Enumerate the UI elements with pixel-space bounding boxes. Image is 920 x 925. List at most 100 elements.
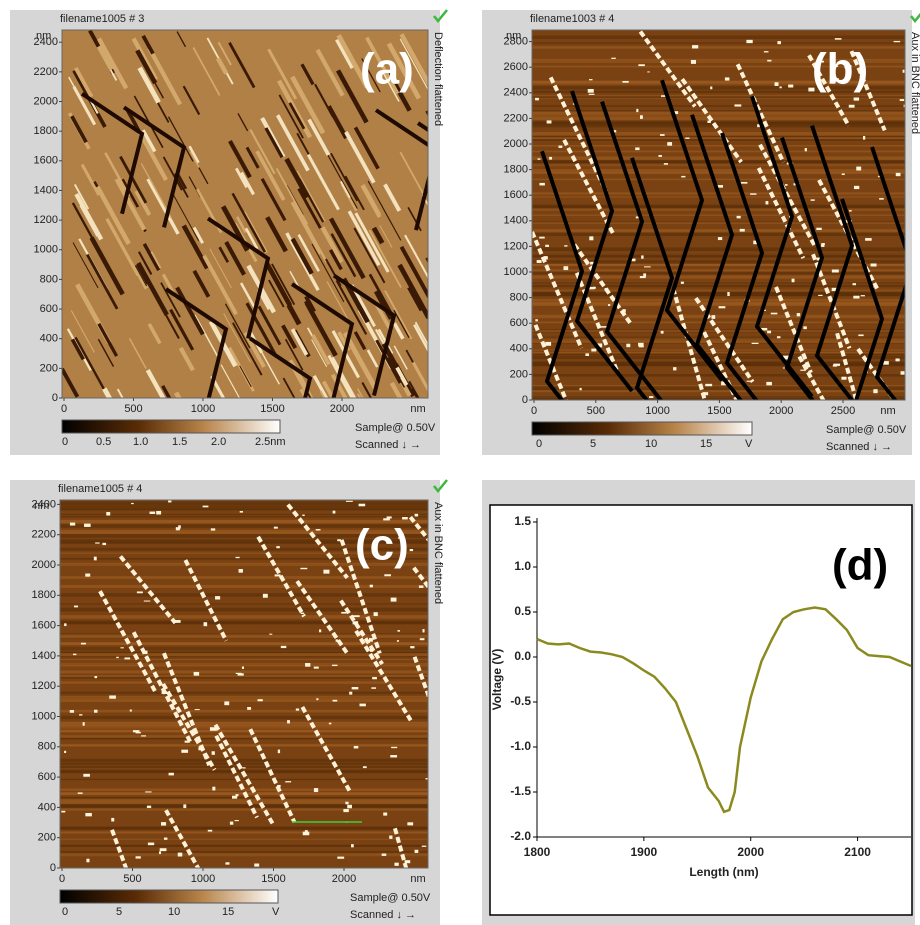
x-tick-label: 0 [61,403,67,415]
speck [545,342,551,346]
speck [800,370,806,371]
speck [405,860,411,863]
speck [301,613,305,614]
streak [60,763,428,765]
y-tick-label: 600 [40,303,58,315]
speck [85,574,90,577]
speck [161,822,166,826]
speck [239,569,243,573]
speck [194,672,199,676]
speck [419,585,423,587]
y-tick-label: 2400 [32,498,56,510]
streak [60,851,428,853]
x-tick-label: 1500 [260,403,284,415]
speck [236,557,240,558]
speck [159,851,161,854]
speck [83,722,85,726]
speck [685,137,689,138]
speck [647,71,649,72]
speck [78,792,83,793]
panel-label: (b) [812,45,868,94]
speck [601,326,607,328]
streak [532,352,905,353]
colorbar-label: 10 [645,438,657,450]
streak [60,845,428,847]
speck [281,646,286,648]
streak [532,36,905,39]
speck [816,228,821,230]
speck [258,699,263,701]
speck [746,40,752,43]
speck [371,687,376,689]
speck [673,367,676,370]
speck [585,353,589,356]
speck [120,647,123,648]
speck [803,326,806,329]
speck [545,256,548,259]
speck [85,813,91,816]
speck [370,649,373,652]
speck [681,282,684,284]
speck [346,501,353,502]
y-tick-label: 2800 [504,36,528,48]
streak [60,722,428,723]
speck [789,199,791,200]
speck [181,750,188,753]
speck [707,121,710,123]
panel-label: (a) [360,45,414,94]
speck [198,747,203,750]
x-tick-label: 500 [123,873,141,885]
speck [539,183,544,186]
y-tick-label: 0 [50,862,56,874]
speck [130,710,132,712]
speck [777,41,781,44]
speck [81,643,86,645]
speck [164,838,167,840]
speck [345,802,348,805]
speck [622,81,628,83]
speck [147,806,151,808]
speck [215,596,220,599]
colorbar-label: 2.0 [211,436,226,448]
speck [343,809,348,812]
speck [901,371,905,374]
speck [374,612,378,616]
speck [64,751,66,753]
colorbar-label: 15 [222,906,234,918]
speck [183,804,186,808]
x-tick-label: 1500 [261,873,285,885]
speck [667,142,672,146]
speck [353,621,359,624]
y-tick-label: 1600 [504,189,528,201]
speck [94,710,97,713]
colorbar-label: 0 [62,906,68,918]
speck [767,331,771,334]
speck [545,245,549,247]
speck [136,856,141,858]
colorbar-label: V [272,906,280,918]
speck [854,97,859,100]
streak [532,112,905,116]
streak [532,390,905,392]
streak [532,116,905,120]
colorbar-label: V [745,438,753,450]
x-tick-label: 0 [531,405,537,417]
speck [589,94,595,95]
y-tick-label: 2200 [34,66,58,78]
streak [532,386,905,390]
speck [640,115,643,119]
speck [274,527,278,529]
speck [811,199,815,200]
speck [116,657,119,658]
speck [727,292,729,296]
speck [740,229,745,232]
streak [60,735,428,738]
speck [397,640,399,642]
speck [269,634,272,635]
afm-image [62,30,478,458]
speck [74,606,78,608]
streak [60,665,428,666]
speck [608,304,610,306]
colorbar [532,422,752,435]
speck [162,691,168,694]
